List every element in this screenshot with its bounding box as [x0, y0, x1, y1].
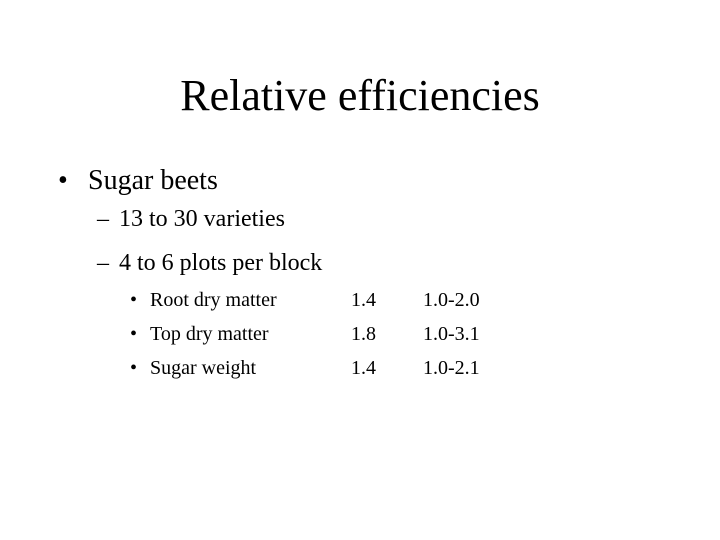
slide-title: Relative efficiencies	[180, 71, 540, 120]
row-bullet-mark: •	[130, 357, 138, 379]
row-range: 1.0-3.1	[423, 323, 480, 345]
subbullet-text: 4 to 6 plots per block	[119, 250, 323, 276]
row-efficiency: 1.4	[351, 357, 376, 379]
row-range: 1.0-2.0	[423, 289, 480, 311]
row-label: Root dry matter	[150, 289, 277, 311]
row-label: Top dry matter	[150, 323, 269, 345]
subbullet-varieties: –13 to 30 varieties	[97, 204, 285, 234]
row-efficiency: 1.4	[351, 289, 376, 311]
row-bullet-mark: •	[130, 289, 138, 311]
dash-mark: –	[97, 250, 109, 276]
bullet-mark: •	[58, 165, 68, 196]
row-efficiency: 1.8	[351, 323, 376, 345]
subbullet-plots: –4 to 6 plots per block	[97, 248, 322, 278]
row-label: Sugar weight	[150, 357, 257, 379]
row-range: 1.0-2.1	[423, 357, 480, 379]
bullet-sugar-beets: • Sugar beets	[58, 163, 218, 199]
bullet-text: Sugar beets	[88, 165, 218, 196]
dash-mark: –	[97, 206, 109, 232]
row-bullet-mark: •	[130, 323, 138, 345]
subbullet-text: 13 to 30 varieties	[119, 206, 285, 232]
